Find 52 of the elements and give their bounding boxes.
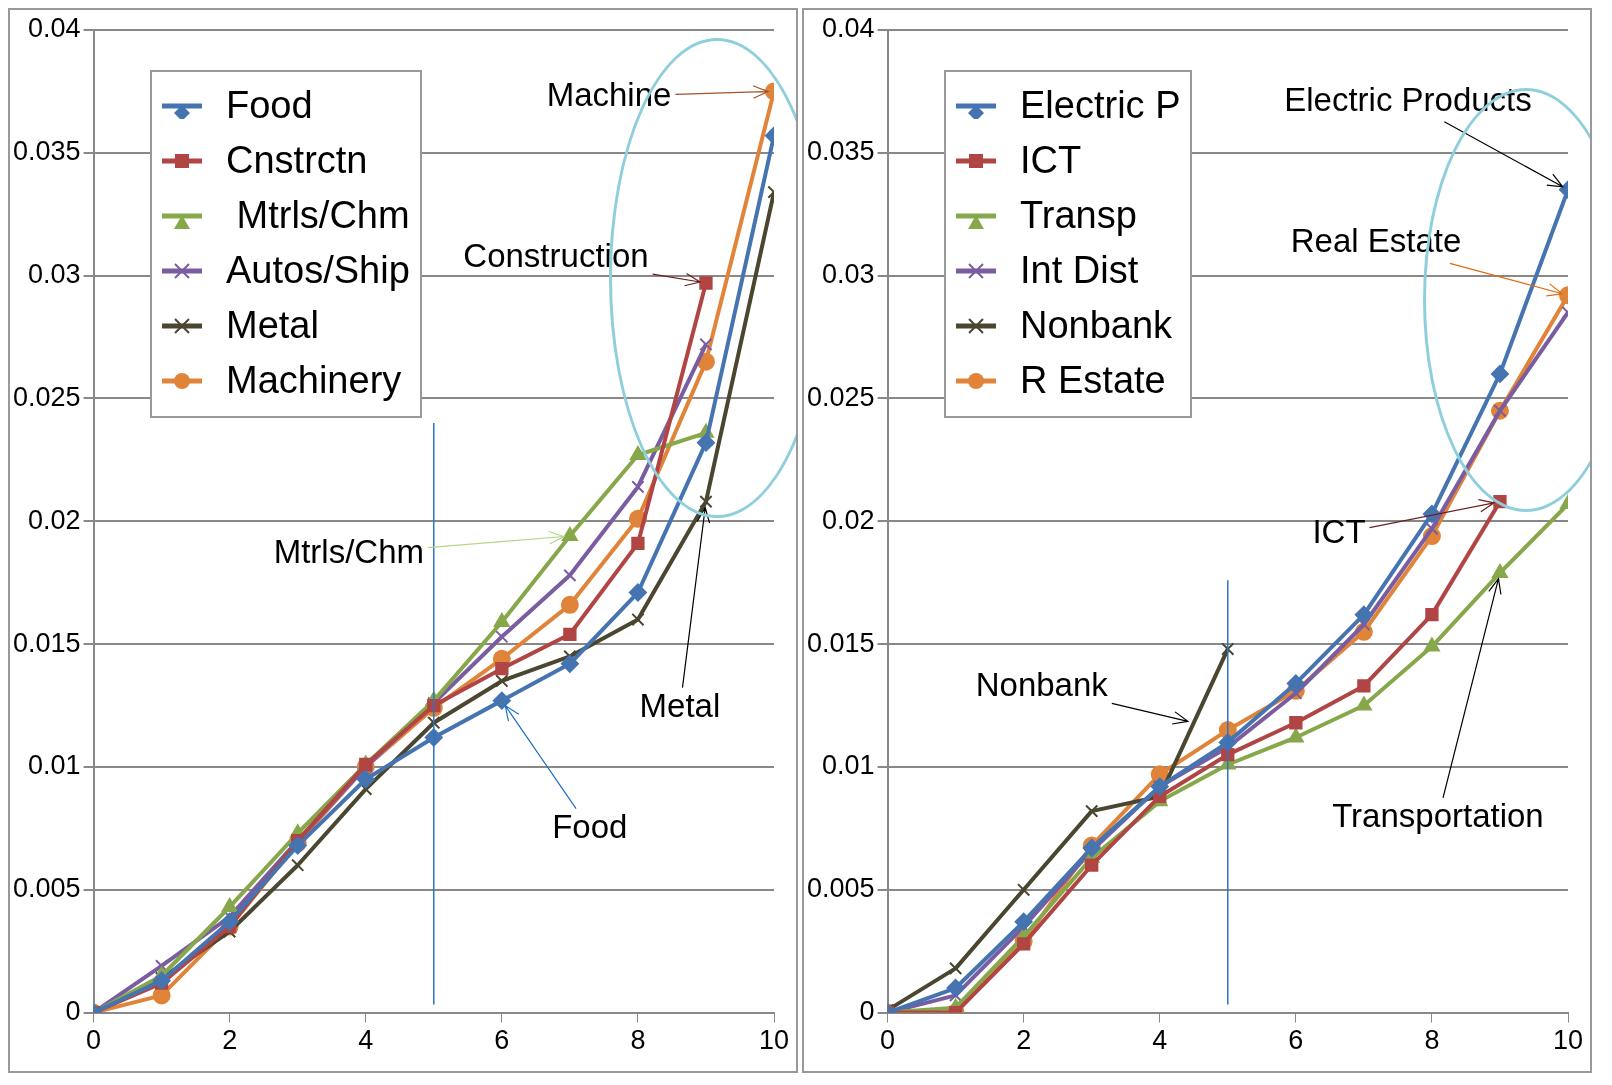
legend-label: Food [226,84,313,127]
legend-label: ICT [1020,139,1082,182]
x-tick-label: 8 [630,1025,646,1056]
annotation: Electric Products [1284,80,1532,118]
y-tick-label: 0.02 [28,504,81,535]
annotation: Metal [639,686,721,724]
x-tick-label: 0 [880,1025,896,1056]
y-tick-label: 0.035 [806,136,875,167]
annotation: Real Estate [1290,222,1462,260]
y-tick-label: 0.035 [12,136,81,167]
legend-label: Autos/Ship [226,249,410,292]
legend-label: Transp [1020,194,1137,237]
annotation: Machine [546,75,672,113]
legend-label: Cnstrctn [226,139,368,182]
x-tick-label: 6 [494,1025,510,1056]
annotation: Food [552,807,628,845]
y-tick-label: 0.01 [28,750,81,781]
x-tick-label: 0 [86,1025,102,1056]
x-tick-label: 8 [1424,1025,1440,1056]
x-tick-label: 6 [1288,1025,1304,1056]
y-tick-label: 0 [859,996,875,1027]
y-tick-label: 0.015 [12,627,81,658]
annotation: ICT [1312,512,1366,550]
legend-label: Electric P [1020,84,1181,127]
annotation: Construction [463,237,649,275]
y-tick-label: 0.02 [822,504,875,535]
y-tick-label: 0.005 [806,873,875,904]
x-tick-label: 2 [222,1025,238,1056]
y-tick-label: 0 [65,996,81,1027]
y-tick-label: 0.025 [806,381,875,412]
x-tick-label: 2 [1016,1025,1032,1056]
y-tick-label: 0.005 [12,873,81,904]
legend-label: Int Dist [1020,249,1139,292]
y-tick-label: 0.015 [806,627,875,658]
x-tick-label: 4 [1152,1025,1168,1056]
y-tick-label: 0.025 [12,381,81,412]
legend-label: Metal [226,304,319,347]
y-tick-label: 0.03 [822,259,875,290]
legend-label: Nonbank [1020,304,1173,347]
x-tick-label: 10 [758,1025,790,1056]
annotation: Mtrls/Chm [273,533,425,571]
x-tick-label: 10 [1552,1025,1584,1056]
x-tick-label: 4 [358,1025,374,1056]
legend-label: Mtrls/Chm [235,194,410,237]
y-tick-label: 0.03 [28,259,81,290]
legend-label: Machinery [226,359,402,402]
annotation: Nonbank [975,665,1109,703]
y-tick-label: 0.04 [28,13,81,44]
legend-label: R Estate [1020,359,1166,402]
annotation: Transportation [1332,796,1544,834]
y-tick-label: 0.04 [822,13,875,44]
y-tick-label: 0.01 [822,750,875,781]
